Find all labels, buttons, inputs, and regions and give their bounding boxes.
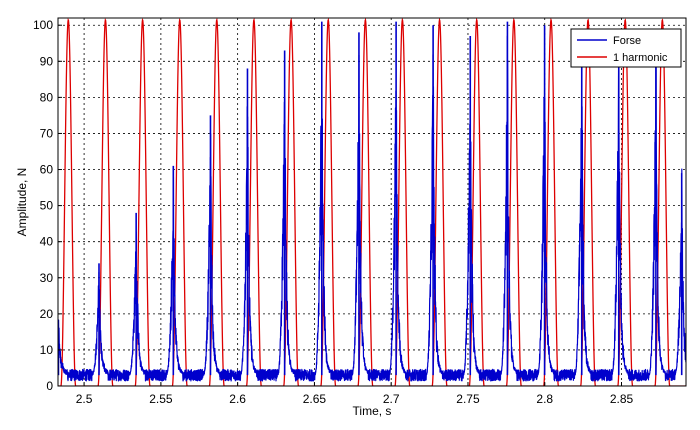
y-tick-label: 70 — [40, 126, 54, 140]
x-tick-label: 2.65 — [303, 392, 327, 406]
plot-frame — [57, 17, 687, 387]
series-forse — [58, 21, 686, 382]
y-tick-label: 40 — [40, 235, 54, 249]
series-1-harmonic — [58, 18, 686, 386]
y-tick-label: 0 — [46, 379, 53, 393]
y-tick-label: 10 — [40, 343, 54, 357]
x-tick-label: 2.7 — [383, 392, 400, 406]
y-tick-label: 60 — [40, 163, 54, 177]
series-1-harmonic-line — [58, 18, 686, 386]
legend: Forse 1 harmonic — [570, 28, 682, 68]
y-tick-label: 20 — [40, 307, 54, 321]
y-tick-label: 100 — [33, 18, 53, 32]
legend-label-1-harmonic: 1 harmonic — [613, 52, 668, 64]
y-tick-label: 80 — [40, 90, 54, 104]
x-tick-label: 2.75 — [456, 392, 480, 406]
x-tick-label: 2.5 — [76, 392, 93, 406]
y-axis-label: Amplitude, N — [15, 168, 29, 237]
x-axis-ticks: 2.5 2.55 2.6 2.65 2.7 2.75 2.8 2.85 — [76, 382, 634, 406]
y-tick-label: 30 — [40, 271, 54, 285]
legend-label-forse: Forse — [613, 35, 641, 47]
x-axis-label: Time, s — [353, 404, 392, 418]
x-tick-label: 2.85 — [610, 392, 634, 406]
legend-box — [570, 28, 682, 68]
y-tick-label: 50 — [40, 199, 54, 213]
y-tick-label: 90 — [40, 54, 54, 68]
x-tick-label: 2.8 — [536, 392, 553, 406]
y-axis-ticks: 0 10 20 30 40 50 60 70 80 90 100 — [33, 18, 62, 393]
x-tick-label: 2.6 — [229, 392, 246, 406]
x-tick-label: 2.55 — [149, 392, 173, 406]
